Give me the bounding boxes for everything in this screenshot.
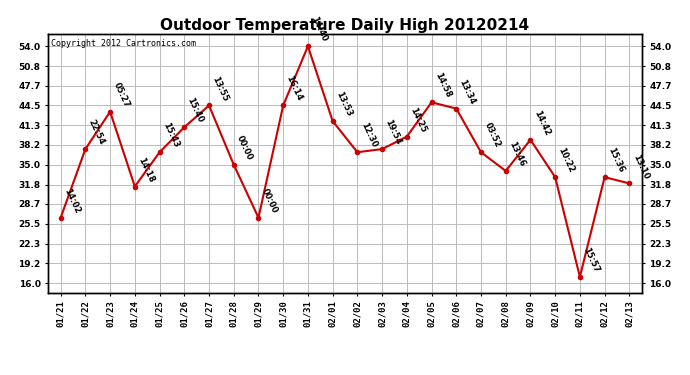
Text: 15:43: 15:43 (161, 122, 180, 149)
Text: 15:40: 15:40 (186, 96, 205, 124)
Text: 10:22: 10:22 (557, 146, 576, 174)
Text: Copyright 2012 Cartronics.com: Copyright 2012 Cartronics.com (51, 39, 196, 48)
Text: 12:30: 12:30 (359, 122, 378, 149)
Text: 14:42: 14:42 (532, 109, 551, 137)
Text: 00:00: 00:00 (260, 187, 279, 215)
Text: 13:10: 13:10 (631, 153, 650, 181)
Text: 14:25: 14:25 (408, 106, 428, 134)
Text: 14:58: 14:58 (433, 72, 453, 99)
Text: 03:52: 03:52 (482, 122, 502, 149)
Text: 14:40: 14:40 (309, 15, 328, 44)
Text: 13:34: 13:34 (457, 78, 477, 106)
Text: 05:27: 05:27 (112, 81, 131, 109)
Text: 00:00: 00:00 (235, 134, 255, 162)
Text: 19:54: 19:54 (384, 118, 403, 146)
Text: 15:57: 15:57 (581, 246, 601, 274)
Text: 16:14: 16:14 (284, 75, 304, 103)
Text: 13:53: 13:53 (334, 90, 353, 118)
Text: 14:02: 14:02 (62, 187, 81, 215)
Text: 13:55: 13:55 (210, 75, 230, 103)
Title: Outdoor Temperature Daily High 20120214: Outdoor Temperature Daily High 20120214 (161, 18, 529, 33)
Text: 15:36: 15:36 (606, 146, 625, 174)
Text: 14:18: 14:18 (136, 156, 156, 184)
Text: 13:46: 13:46 (507, 140, 526, 168)
Text: 22:54: 22:54 (87, 118, 106, 146)
